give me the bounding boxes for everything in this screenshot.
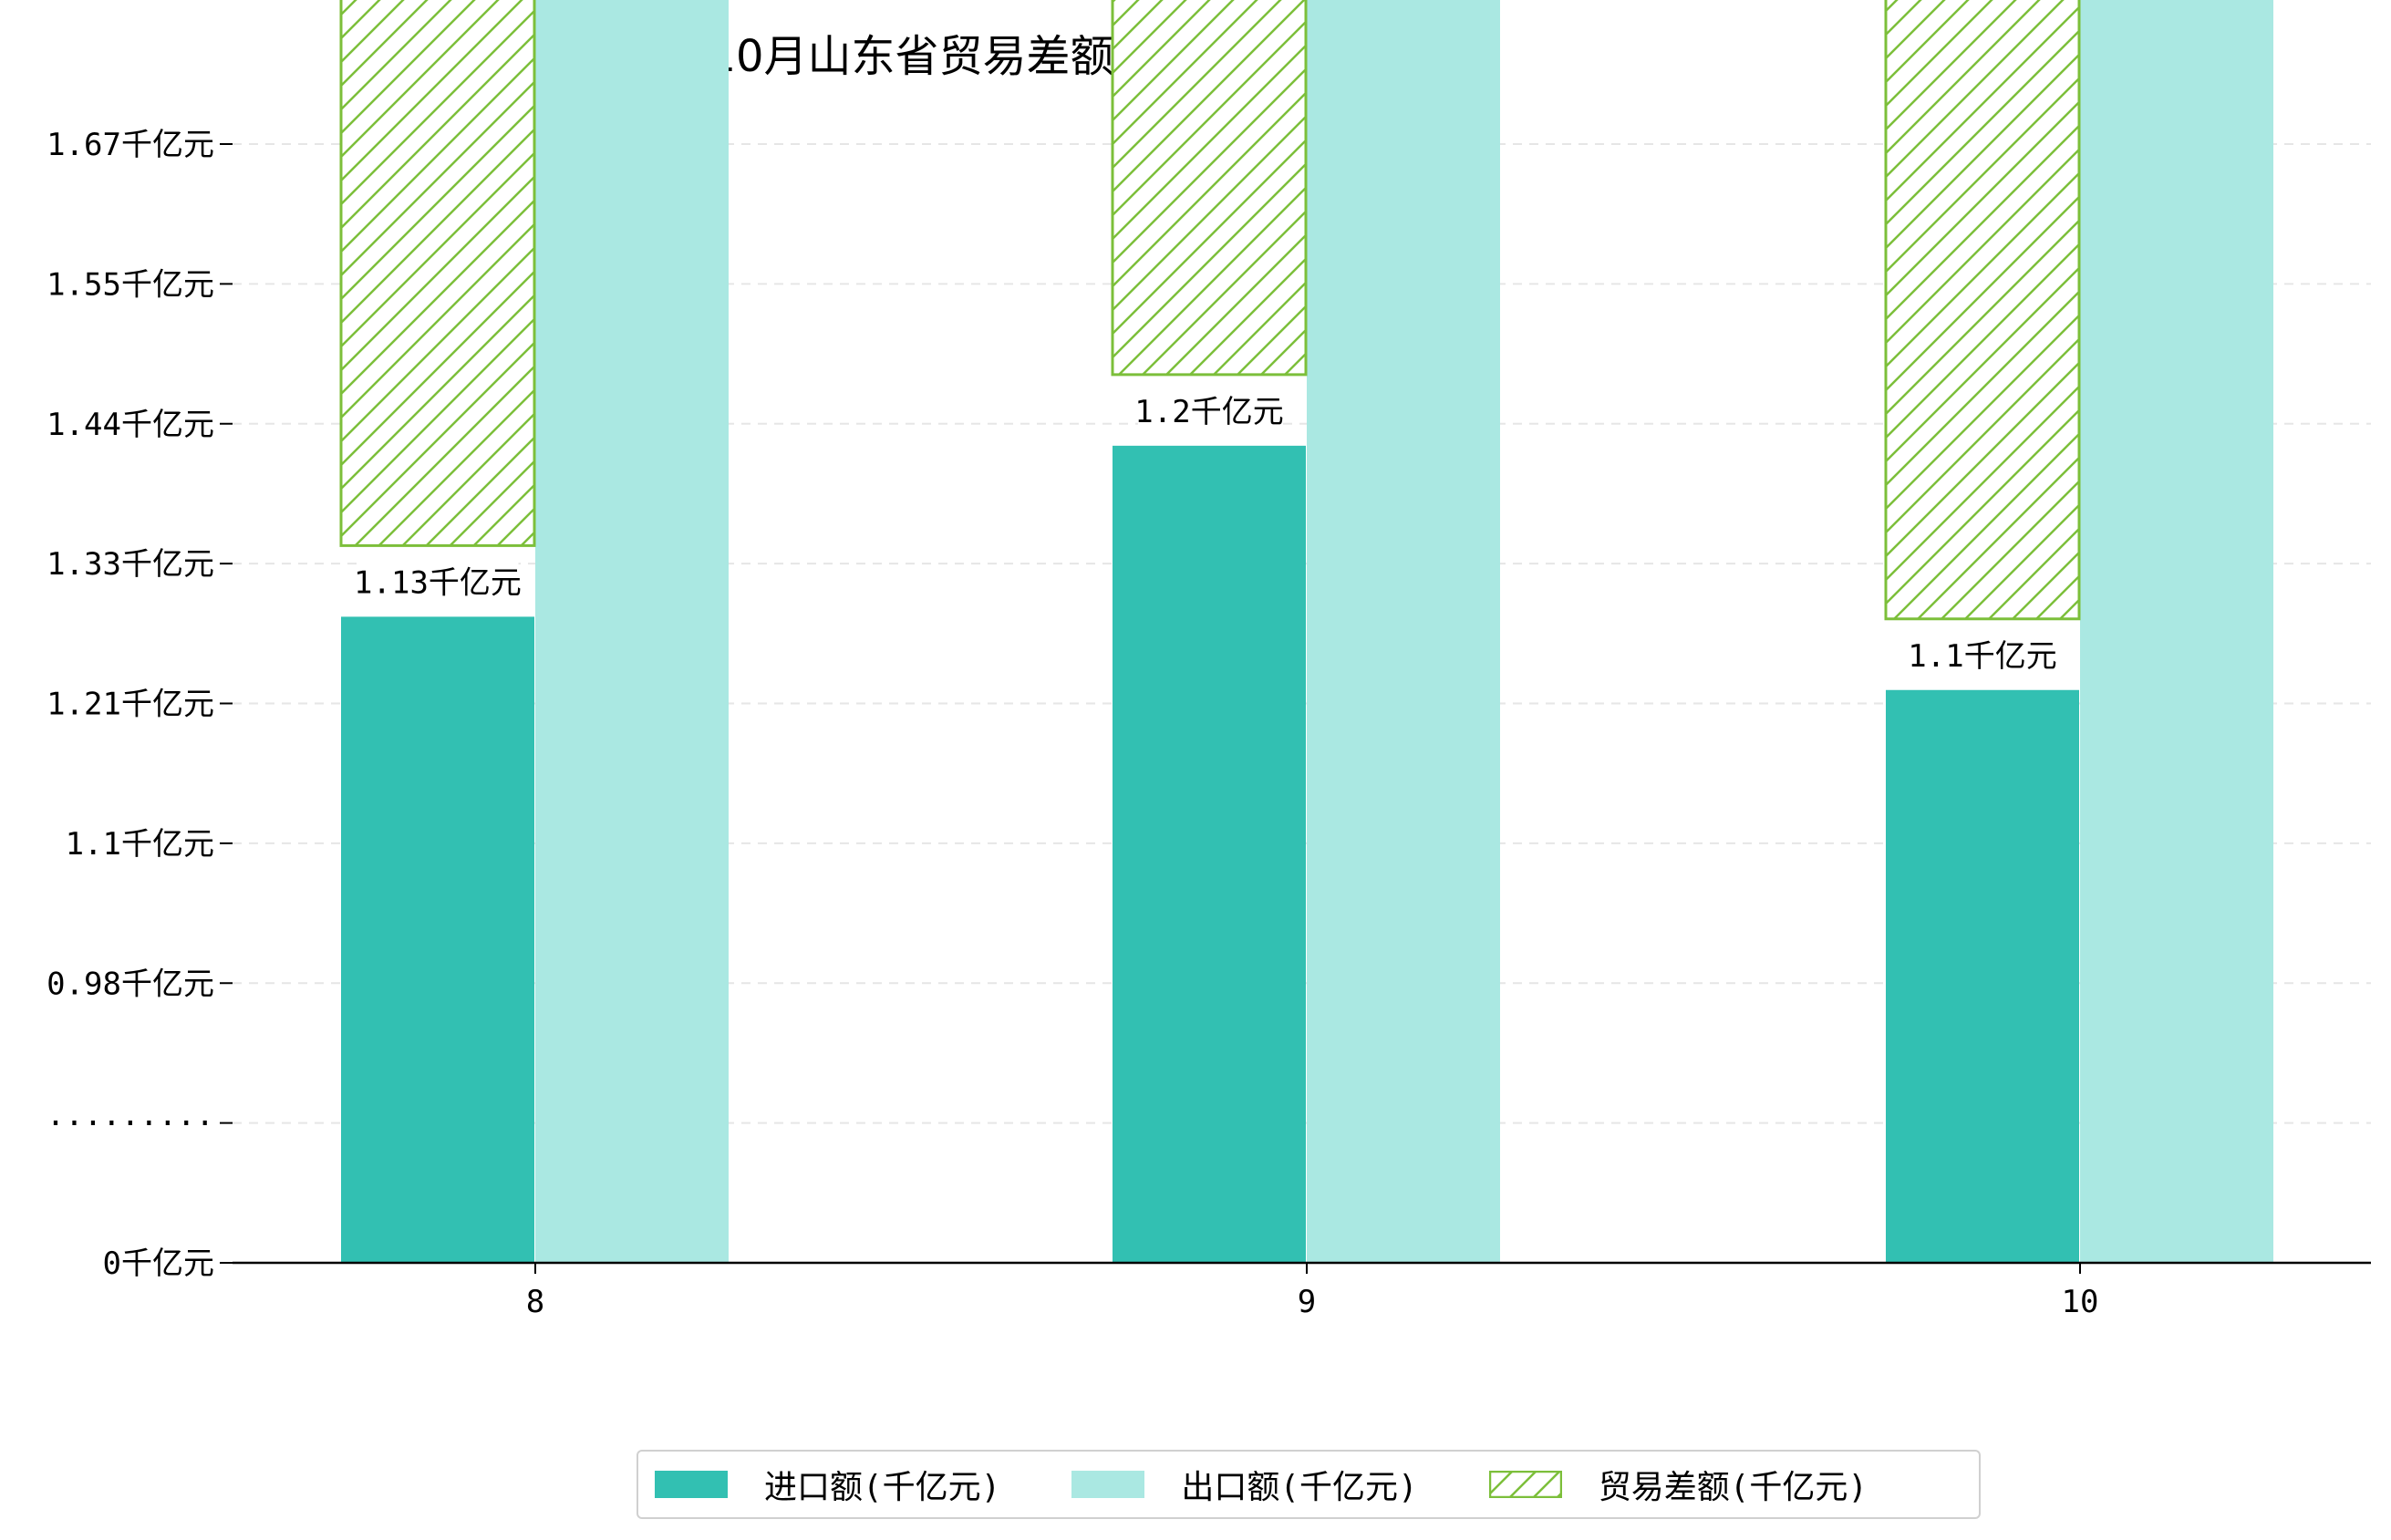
legend-item-export[interactable]: 出口额(千亿元) <box>1071 1461 1418 1508</box>
legend-swatch-balance <box>1488 1471 1562 1498</box>
x-tick-label: 10 <box>2062 1284 2099 1320</box>
bars <box>339 0 2273 1264</box>
x-tick-label: 9 <box>1298 1284 1316 1320</box>
legend-item-balance[interactable]: 贸易差额(千亿元) <box>1488 1461 1868 1508</box>
legend-item-import[interactable]: 进口额(千亿元) <box>655 1461 1000 1508</box>
legend: 进口额(千亿元) 出口额(千亿元) 贸易差额(千亿元) <box>637 1450 1981 1519</box>
y-tick-label: ········· <box>47 1106 214 1142</box>
bar-balance <box>339 0 536 547</box>
bar-export <box>535 0 729 1263</box>
legend-label-balance: 贸易差额(千亿元) <box>1598 1469 1868 1506</box>
data-labels: 1.13千亿元-5.42千亿元.67千亿元1.2千亿元-4.05千亿元.6千亿元… <box>354 387 2057 677</box>
y-tick-label: 1.21千亿元 <box>47 687 214 723</box>
bar-export <box>1307 0 1500 1263</box>
data-label-import: 1.13千亿元 <box>354 564 522 601</box>
y-tick-label: 1.67千亿元 <box>47 127 214 163</box>
x-tick-label: 8 <box>526 1284 544 1320</box>
bar-import <box>1886 689 2079 1263</box>
data-label-import: 1.2千亿元 <box>1134 394 1283 430</box>
legend-label-export: 出口额(千亿元) <box>1181 1469 1418 1506</box>
y-tick-label: 1.55千亿元 <box>47 266 214 303</box>
bar-balance <box>1884 0 2081 621</box>
axes: 0千亿元 ········· 0.98千亿元 1.1千亿元 1.21千亿元 1.33千亿元… <box>47 127 2371 1320</box>
y-tick-label: 0千亿元 <box>103 1245 214 1282</box>
y-tick-label: 1.1千亿元 <box>66 826 214 863</box>
y-tick-label: 0.98千亿元 <box>47 966 214 1002</box>
bar-import <box>1113 445 1306 1264</box>
legend-swatch-export <box>1071 1471 1145 1498</box>
bar-import <box>341 616 534 1263</box>
data-label-import-bg <box>1911 631 2054 677</box>
legend-swatch-import <box>655 1471 728 1498</box>
bar-balance <box>1111 0 1308 377</box>
y-tick-label: 1.33千亿元 <box>47 546 214 583</box>
legend-label-import: 进口额(千亿元) <box>764 1469 1001 1506</box>
data-label-import-bg <box>357 558 519 605</box>
y-tick-label: 1.44千亿元 <box>47 407 214 443</box>
bar-export <box>2080 0 2273 1263</box>
data-label-import-bg <box>1138 387 1280 433</box>
data-label-import: 1.1千亿元 <box>1908 638 2056 675</box>
